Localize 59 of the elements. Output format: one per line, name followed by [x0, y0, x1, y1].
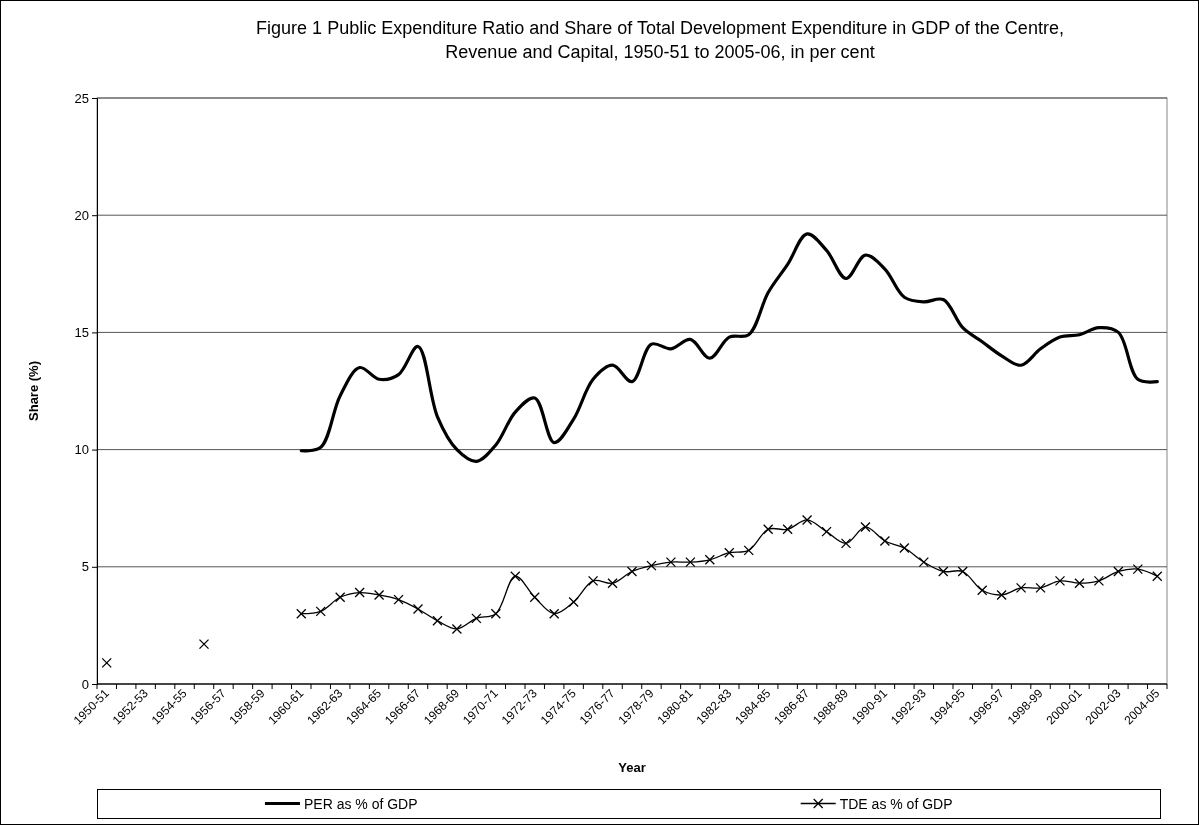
y-axis-title: Share (%) [26, 361, 41, 421]
point [1074, 578, 1085, 589]
point [743, 545, 754, 556]
point [821, 526, 832, 537]
point [646, 560, 657, 571]
point [801, 514, 813, 526]
line-series [299, 232, 1159, 463]
legend-label: PER as % of GDP [303, 795, 418, 812]
point [549, 608, 560, 619]
point [393, 594, 404, 605]
point [918, 556, 929, 568]
point [665, 556, 677, 568]
point [938, 566, 949, 577]
point [840, 538, 852, 549]
x-axis-title: Year [618, 760, 646, 775]
point [451, 623, 463, 635]
point [490, 608, 501, 619]
point [296, 608, 307, 619]
point [432, 615, 443, 626]
point [879, 535, 891, 547]
point [899, 542, 910, 554]
point [373, 589, 385, 601]
y-tick-label: 5 [81, 559, 89, 575]
point [996, 589, 1007, 601]
point [568, 596, 579, 608]
point [957, 566, 968, 577]
point [315, 606, 326, 617]
point [1035, 582, 1046, 594]
point [587, 575, 599, 587]
point [1093, 575, 1105, 587]
point [335, 592, 346, 603]
point [529, 592, 540, 603]
point [510, 571, 521, 582]
point [412, 603, 424, 615]
point [471, 613, 482, 624]
chart-title: Figure 1 Public Expenditure Ratio and Share of Total Development Expenditure in GDP of the Centre, Revenue and Capital, 1950-51 to 2005-06, in per cent [256, 18, 1064, 62]
point [1152, 571, 1163, 582]
point [977, 585, 988, 596]
point [860, 521, 871, 533]
y-tick-label: 10 [74, 442, 89, 458]
point [685, 556, 696, 568]
point [782, 524, 793, 535]
y-tick-label: 20 [74, 207, 89, 223]
point [626, 566, 638, 577]
legend-label: TDE as % of GDP [839, 795, 953, 812]
y-tick-label: 0 [81, 676, 89, 692]
point [101, 657, 112, 669]
y-tick-label: 25 [74, 90, 89, 106]
point [724, 547, 735, 558]
point [1132, 563, 1143, 575]
point [354, 587, 365, 598]
point [607, 578, 618, 589]
point [1113, 566, 1124, 577]
point [704, 554, 715, 565]
point [198, 639, 210, 650]
point [1015, 582, 1027, 594]
point [1054, 575, 1066, 587]
y-tick-label: 15 [74, 325, 89, 341]
point [763, 524, 774, 535]
